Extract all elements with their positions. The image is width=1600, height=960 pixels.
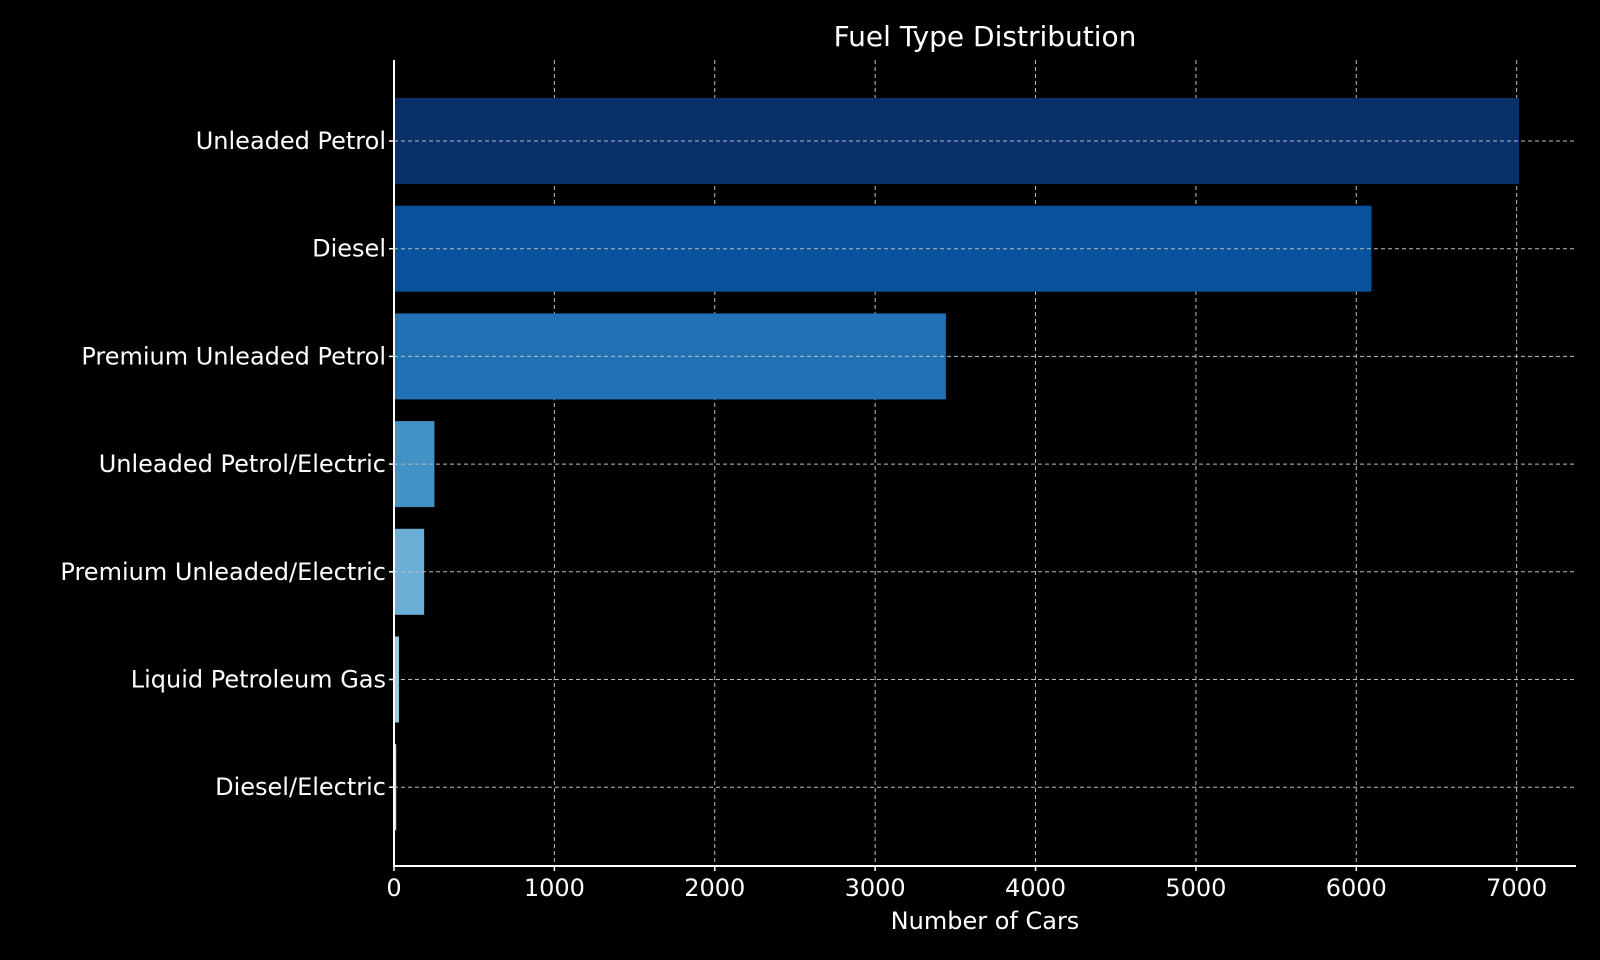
x-tick-label: 0: [386, 874, 401, 902]
x-tick-label: 4000: [1005, 874, 1066, 902]
y-tick-label: Unleaded Petrol/Electric: [99, 450, 386, 478]
y-tick-label: Premium Unleaded/Electric: [60, 558, 386, 586]
y-tick-label: Diesel/Electric: [215, 773, 386, 801]
y-tick-label: Liquid Petroleum Gas: [131, 666, 386, 694]
y-tick-label: Unleaded Petrol: [196, 127, 386, 155]
x-tick-label: 7000: [1486, 874, 1547, 902]
x-tick-label: 5000: [1165, 874, 1226, 902]
y-axis-labels: Unleaded Petrol Diesel Premium Unleaded Pe…: [60, 127, 394, 801]
y-tick-label: Premium Unleaded Petrol: [81, 342, 386, 370]
y-tick-label: Diesel: [312, 235, 386, 263]
x-tick-label: 3000: [845, 874, 906, 902]
x-tick-label: 6000: [1326, 874, 1387, 902]
bar: [394, 205, 1372, 292]
x-tick-label: 1000: [524, 874, 585, 902]
grid-layer: [553, 60, 1518, 866]
x-axis-labels: 0 1000 2000 3000 4000 5000 6000 7000: [386, 866, 1547, 902]
chart-title: Fuel Type Distribution: [834, 20, 1137, 53]
bar: [394, 421, 435, 508]
x-axis-label: Number of Cars: [891, 907, 1080, 935]
spine-layer: [393, 60, 1576, 867]
x-tick-label: 2000: [684, 874, 745, 902]
